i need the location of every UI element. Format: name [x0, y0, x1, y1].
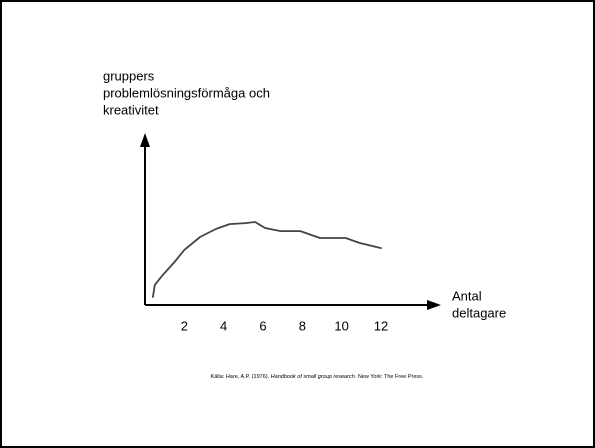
y-axis-label: kreativitet [103, 102, 159, 117]
y-axis-label: problemlösningsförmåga och [103, 85, 270, 100]
source-title: Handbook of small group research [271, 374, 355, 380]
x-tick-label: 4 [220, 318, 227, 333]
x-tick-label: 10 [334, 318, 348, 333]
x-tick-label: 6 [259, 318, 266, 333]
source: Källa: Hare, A.P. (1976). Handbook of sm… [211, 374, 424, 380]
y-axis-arrow [140, 133, 150, 147]
x-tick-label: 8 [299, 318, 306, 333]
data-line [151, 221, 382, 298]
y-axis-label: gruppers [103, 68, 155, 83]
x-axis-label: deltagare [452, 305, 506, 320]
x-tick-label: 2 [181, 318, 188, 333]
x-tick-label: 12 [374, 318, 388, 333]
x-axis-label: Antal [452, 288, 482, 303]
x-axis-arrow [427, 300, 441, 310]
source-text: Källa: Hare, A.P. (1976). [211, 374, 271, 380]
source-text: . New York: The Free Press. [355, 374, 424, 380]
